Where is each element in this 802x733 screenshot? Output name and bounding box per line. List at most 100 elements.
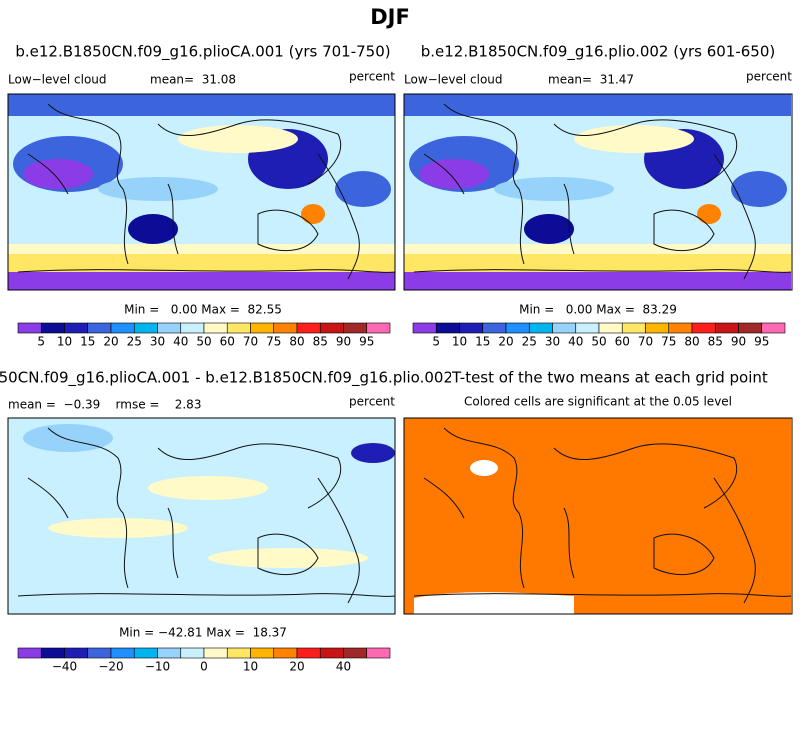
colorbar-box xyxy=(761,322,786,334)
colorbar: −40 −20 −10 0 10 20 40 xyxy=(17,647,391,674)
stats: Min = 0.00 Max = 82.55 xyxy=(124,303,282,317)
colorbar-label: 95 xyxy=(754,335,769,349)
colorbar-label: 25 xyxy=(127,335,142,349)
colorbar-box xyxy=(40,322,65,334)
colorbar-label: 50 xyxy=(591,335,606,349)
colorbar-box xyxy=(273,322,298,334)
colorbar-label: 75 xyxy=(661,335,676,349)
colorbar-box xyxy=(412,322,437,334)
colorbar-box xyxy=(157,322,182,334)
colorbar-box xyxy=(738,322,763,334)
colorbar-label: 5 xyxy=(432,335,440,349)
panel-label: mean= 31.08 xyxy=(150,73,236,87)
panel-label: Low−level cloud xyxy=(404,73,503,87)
colorbar-label: 15 xyxy=(475,335,490,349)
colorbar-box xyxy=(250,647,275,659)
colorbar-label: 30 xyxy=(545,335,560,349)
colorbar-box xyxy=(226,322,251,334)
colorbar-box xyxy=(226,647,251,659)
colorbar-label: −20 xyxy=(98,660,123,674)
colorbar-box xyxy=(203,647,228,659)
colorbar-box xyxy=(343,647,368,659)
panel-label: percent xyxy=(349,70,395,84)
colorbar-label: 15 xyxy=(80,335,95,349)
map xyxy=(404,94,791,290)
colorbar-box xyxy=(250,322,275,334)
colorbar-box xyxy=(645,322,670,334)
colorbar: 5 10 15 20 25 30 40 50 60 70 75 80 85 90 95 xyxy=(412,322,786,349)
panel-label: mean = −0.39 rmse = 2.83 xyxy=(8,398,201,412)
map-frame xyxy=(7,417,396,615)
colorbar-label: 30 xyxy=(150,335,165,349)
colorbar-label: 40 xyxy=(173,335,188,349)
map-frame xyxy=(403,93,793,291)
map-frame xyxy=(403,417,793,615)
colorbar-box xyxy=(110,322,135,334)
colorbar-box xyxy=(691,322,716,334)
colorbar-box xyxy=(552,322,577,334)
colorbar-label: 60 xyxy=(220,335,235,349)
colorbar-label: −10 xyxy=(145,660,170,674)
colorbar-label: 85 xyxy=(708,335,723,349)
colorbar: 5 10 15 20 25 30 40 50 60 70 75 80 85 90 95 xyxy=(17,322,391,349)
panel-title: T-test of the two means at each grid poi… xyxy=(451,369,768,387)
colorbar-box xyxy=(87,322,112,334)
panel-title: b.e12.B1850CN.f09_g16.plioCA.001 (yrs 70… xyxy=(15,43,390,62)
colorbar-label: 70 xyxy=(243,335,258,349)
map xyxy=(404,418,791,614)
colorbar-box xyxy=(17,647,42,659)
colorbar-label: 0 xyxy=(200,660,208,674)
colorbar-label: 75 xyxy=(266,335,281,349)
colorbar-box xyxy=(273,647,298,659)
colorbar-box xyxy=(296,322,321,334)
colorbar-box xyxy=(343,322,368,334)
figure-title: DJF xyxy=(370,5,410,29)
colorbar-box xyxy=(64,647,89,659)
colorbar-box xyxy=(714,322,739,334)
panel-label: Low−level cloud xyxy=(8,73,107,87)
colorbar-label: 20 xyxy=(289,660,304,674)
colorbar-box xyxy=(180,647,205,659)
colorbar-label: 70 xyxy=(638,335,653,349)
colorbar-box xyxy=(110,647,135,659)
panel-label: Colored cells are significant at the 0.0… xyxy=(464,395,732,409)
colorbar-box xyxy=(459,322,484,334)
colorbar-box xyxy=(87,647,112,659)
colorbar-box xyxy=(296,647,321,659)
colorbar-box xyxy=(133,647,158,659)
colorbar-box xyxy=(668,322,693,334)
colorbar-box xyxy=(319,647,344,659)
colorbar-label: 40 xyxy=(336,660,351,674)
colorbar-box xyxy=(482,322,507,334)
panel-title: 1850CN.f09_g16.plioCA.001 - b.e12.B1850C… xyxy=(0,369,453,388)
stats: Min = −42.81 Max = 18.37 xyxy=(119,626,287,640)
colorbar-label: −40 xyxy=(52,660,77,674)
colorbar-label: 40 xyxy=(568,335,583,349)
colorbar-label: 50 xyxy=(196,335,211,349)
colorbar-box xyxy=(575,322,600,334)
colorbar-box xyxy=(528,322,553,334)
colorbar-label: 90 xyxy=(731,335,746,349)
colorbar-box xyxy=(366,322,391,334)
colorbar-box xyxy=(40,647,65,659)
colorbar-box xyxy=(157,647,182,659)
stats: Min = 0.00 Max = 83.29 xyxy=(519,303,677,317)
colorbar-label: 80 xyxy=(289,335,304,349)
colorbar-label: 85 xyxy=(313,335,328,349)
colorbar-box xyxy=(319,322,344,334)
panel-label: mean= 31.47 xyxy=(548,73,634,87)
colorbar-label: 10 xyxy=(243,660,258,674)
colorbar-box xyxy=(366,647,391,659)
title-backdrop xyxy=(451,366,802,390)
colorbar-box xyxy=(17,322,42,334)
colorbar-label: 5 xyxy=(37,335,45,349)
colorbar-label: 80 xyxy=(684,335,699,349)
colorbar-label: 60 xyxy=(615,335,630,349)
colorbar-box xyxy=(64,322,89,334)
colorbar-box xyxy=(133,322,158,334)
colorbar-label: 20 xyxy=(498,335,513,349)
map xyxy=(8,94,395,290)
map xyxy=(8,418,395,614)
colorbar-label: 20 xyxy=(103,335,118,349)
panel-label: percent xyxy=(746,70,792,84)
